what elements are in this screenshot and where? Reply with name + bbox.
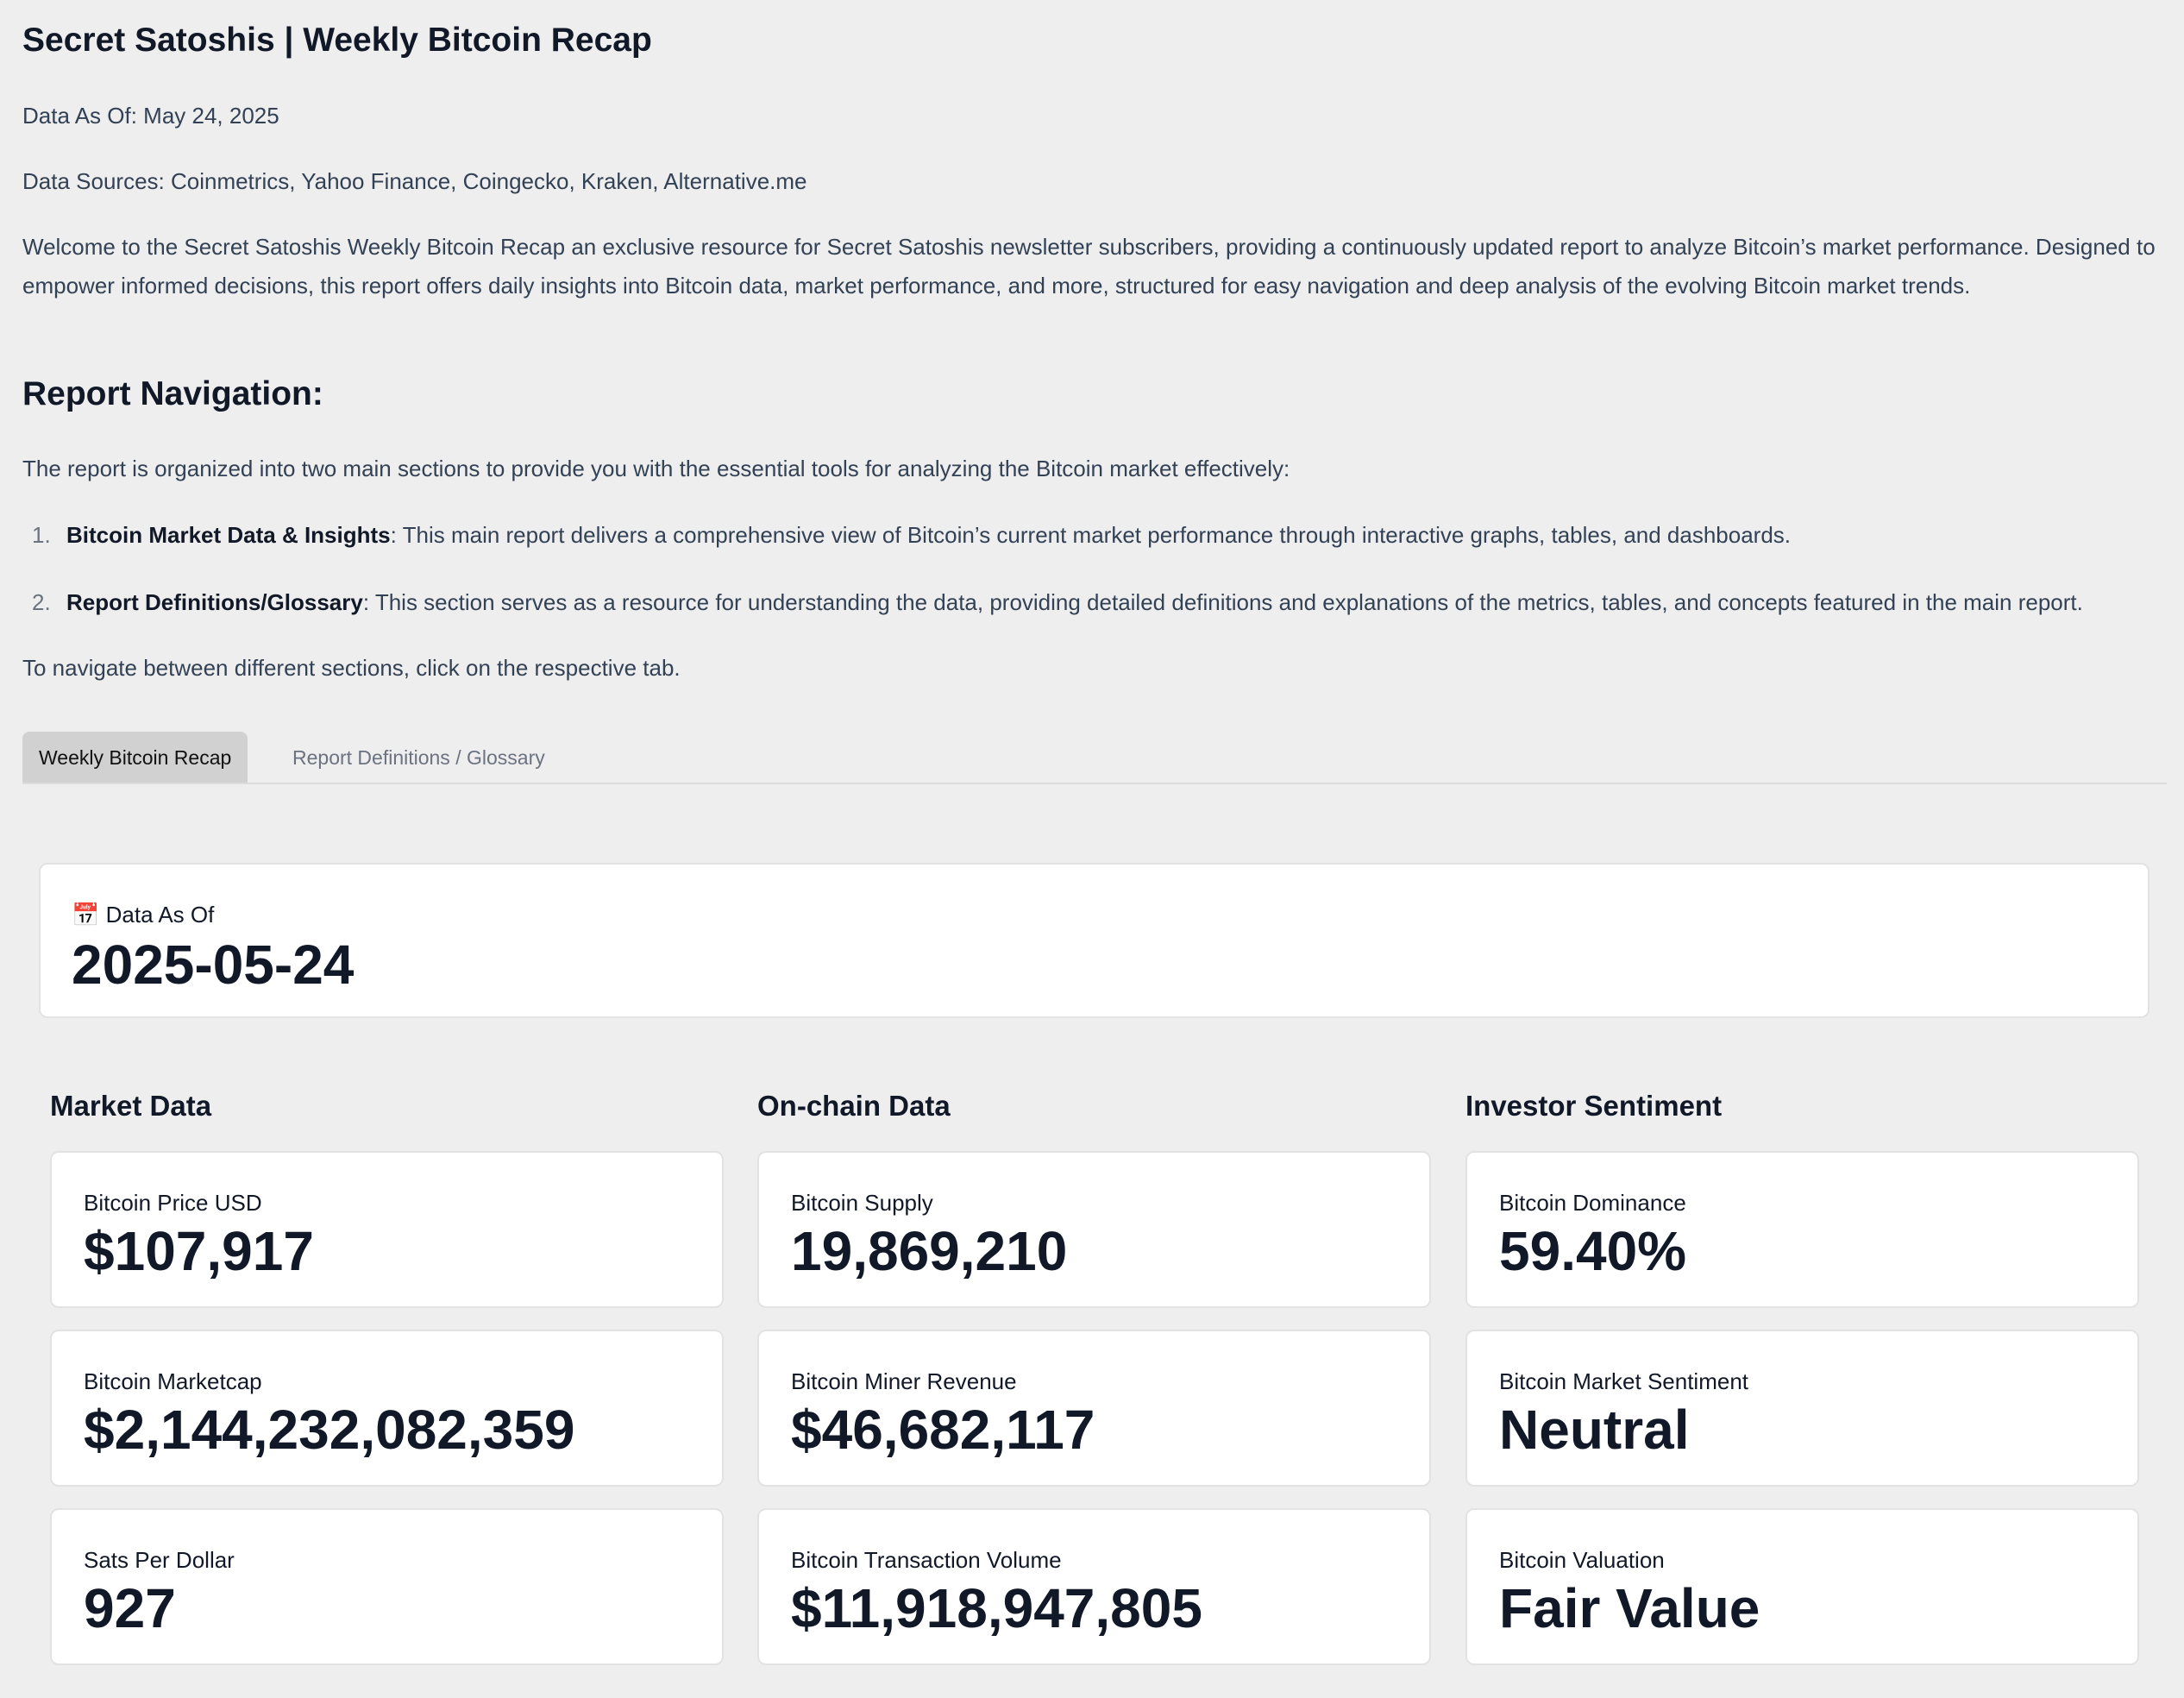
list-item-text: : This section serves as a resource for …	[362, 589, 2083, 615]
metric-value: 927	[84, 1577, 176, 1639]
list-item-text: : This main report delivers a comprehens…	[390, 522, 1792, 548]
metric-label: Bitcoin Valuation	[1499, 1547, 1665, 1573]
metric-card: Bitcoin Price USD $107,917	[50, 1151, 724, 1308]
page-title: Secret Satoshis | Weekly Bitcoin Recap	[22, 22, 652, 59]
tab-divider	[22, 783, 2167, 784]
tab[interactable]: Report Definitions / Glossary	[292, 746, 545, 769]
list-item: Report Definitions/Glossary: This sectio…	[66, 587, 2083, 618]
metric-label: Bitcoin Market Sentiment	[1499, 1368, 1749, 1394]
date-card-label-text: Data As Of	[105, 902, 215, 928]
data-sources: Data Sources: Coinmetrics, Yahoo Finance…	[22, 168, 807, 194]
metric-card: Bitcoin Transaction Volume $11,918,947,80…	[757, 1508, 1431, 1665]
metric-label: Bitcoin Marketcap	[84, 1368, 262, 1394]
nav-heading: Report Navigation:	[22, 375, 323, 412]
metric-label: Sats Per Dollar	[84, 1547, 235, 1573]
metric-label: Bitcoin Supply	[791, 1190, 933, 1216]
metric-value: $11,918,947,805	[791, 1577, 1202, 1639]
data-as-of: Data As Of: May 24, 2025	[22, 103, 279, 129]
nav-intro: The report is organized into two main se…	[22, 456, 1290, 481]
metric-value: Neutral	[1499, 1399, 1690, 1461]
list-number: 2.	[32, 589, 51, 615]
section-title: Investor Sentiment	[1465, 1090, 1723, 1122]
metric-card: Bitcoin Marketcap $2,144,232,082,359	[50, 1330, 724, 1487]
metric-value: $107,917	[84, 1220, 314, 1282]
list-item: Bitcoin Market Data & Insights: This mai…	[66, 519, 1791, 550]
metric-value: Fair Value	[1499, 1577, 1760, 1639]
date-card: 📅 Data As Of 2025-05-24	[39, 863, 2149, 1018]
metric-card: Bitcoin Market Sentiment Neutral	[1465, 1330, 2139, 1487]
metric-label: Bitcoin Miner Revenue	[791, 1368, 1017, 1394]
metric-value: 19,869,210	[791, 1220, 1068, 1282]
list-item-label: Bitcoin Market Data & Insights	[66, 522, 391, 548]
list-item-label: Report Definitions/Glossary	[66, 589, 363, 615]
section-title: On-chain Data	[757, 1090, 951, 1122]
metric-card: Bitcoin Dominance 59.40%	[1465, 1151, 2139, 1308]
date-card-value: 2025-05-24	[72, 934, 355, 996]
metric-card: Sats Per Dollar 927	[50, 1508, 724, 1665]
metric-card: Bitcoin Supply 19,869,210	[757, 1151, 1431, 1308]
calendar-icon: 📅	[72, 902, 106, 928]
tab[interactable]: Weekly Bitcoin Recap	[22, 732, 248, 783]
metric-label: Bitcoin Price USD	[84, 1190, 262, 1216]
date-card-label: 📅 Data As Of	[72, 899, 214, 930]
metric-label: Bitcoin Transaction Volume	[791, 1547, 1062, 1573]
intro-paragraph: Welcome to the Secret Satoshis Weekly Bi…	[22, 234, 2156, 299]
section-title: Market Data	[50, 1090, 212, 1122]
list-number: 1.	[32, 522, 51, 548]
metric-value: $46,682,117	[791, 1399, 1095, 1461]
nav-note: To navigate between different sections, …	[22, 655, 681, 681]
metric-card: Bitcoin Valuation Fair Value	[1465, 1508, 2139, 1665]
metric-label: Bitcoin Dominance	[1499, 1190, 1686, 1216]
metric-value: 59.40%	[1499, 1220, 1687, 1282]
metric-card: Bitcoin Miner Revenue $46,682,117	[757, 1330, 1431, 1487]
metric-value: $2,144,232,082,359	[84, 1399, 575, 1461]
